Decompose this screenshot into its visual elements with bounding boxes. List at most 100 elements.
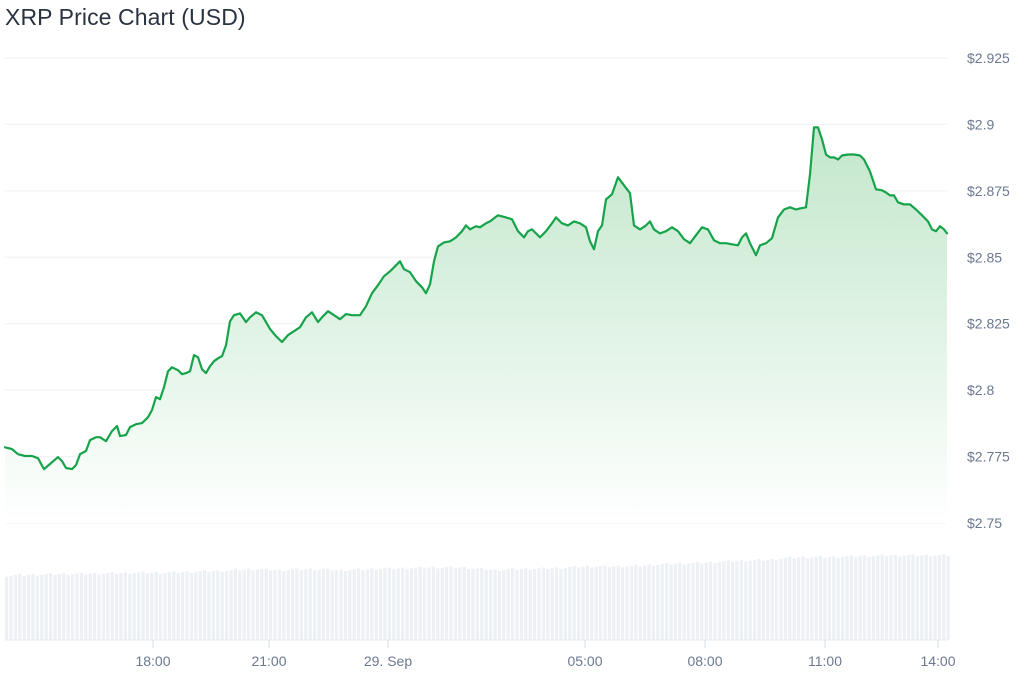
volume-bar bbox=[929, 556, 933, 640]
volume-bar bbox=[233, 568, 237, 640]
volume-bar bbox=[18, 574, 22, 640]
y-tick-label: $2.9 bbox=[967, 116, 994, 132]
price-line bbox=[3, 126, 949, 471]
volume-bar bbox=[357, 568, 361, 640]
volume-bar bbox=[405, 569, 409, 640]
volume-bar bbox=[467, 568, 471, 640]
volume-bar bbox=[365, 569, 369, 640]
volume-bars bbox=[5, 554, 950, 641]
volume-bar bbox=[541, 567, 545, 640]
volume-bar bbox=[528, 570, 532, 640]
volume-bar bbox=[717, 562, 721, 640]
volume-bar bbox=[453, 568, 457, 640]
volume-bar bbox=[647, 564, 651, 640]
volume-bar bbox=[335, 569, 339, 640]
volume-bar bbox=[247, 568, 251, 640]
volume-bar bbox=[761, 560, 765, 640]
volume-bar bbox=[176, 572, 180, 640]
volume-bar bbox=[9, 575, 13, 640]
y-tick-label: $2.925 bbox=[967, 50, 1010, 66]
x-tick-label: 14:00 bbox=[920, 653, 955, 669]
volume-bar bbox=[920, 555, 924, 640]
volume-bar bbox=[137, 572, 141, 640]
volume-bar bbox=[770, 558, 774, 640]
volume-bar bbox=[867, 557, 871, 640]
volume-bar bbox=[946, 556, 950, 640]
volume-bar bbox=[594, 566, 598, 640]
volume-bar bbox=[885, 556, 889, 640]
volume-bar bbox=[788, 556, 792, 640]
y-tick-label: $2.8 bbox=[967, 382, 994, 398]
price-area-fill bbox=[5, 127, 947, 524]
volume-bar bbox=[374, 570, 378, 640]
volume-bar bbox=[805, 558, 809, 640]
volume-bar bbox=[577, 567, 581, 640]
volume-bar bbox=[141, 571, 145, 640]
volume-bar bbox=[651, 566, 655, 640]
volume-bar bbox=[744, 561, 748, 640]
volume-bar bbox=[858, 556, 862, 640]
volume-bar bbox=[159, 573, 163, 640]
volume-bar bbox=[871, 556, 875, 640]
volume-bar bbox=[673, 563, 677, 640]
volume-bar bbox=[449, 566, 453, 640]
volume-bar bbox=[242, 569, 246, 640]
volume-bar bbox=[748, 560, 752, 640]
volume-bar bbox=[599, 566, 603, 640]
volume-bar bbox=[277, 569, 281, 640]
volume-bar bbox=[150, 572, 154, 640]
x-axis-labels: 18:00 21:00 29. Sep 05:00 08:00 11:00 14:00 bbox=[135, 640, 956, 669]
volume-bar bbox=[731, 561, 735, 640]
volume-bar bbox=[172, 571, 176, 640]
volume-bar bbox=[893, 554, 897, 640]
volume-bar bbox=[722, 561, 726, 640]
volume-bar bbox=[937, 554, 941, 640]
volume-bar bbox=[783, 557, 787, 640]
volume-bar bbox=[132, 573, 136, 640]
volume-bar bbox=[295, 568, 299, 640]
volume-bar bbox=[616, 565, 620, 640]
volume-bar bbox=[97, 574, 101, 640]
volume-bar bbox=[255, 569, 259, 640]
volume-bar bbox=[489, 569, 493, 640]
volume-bar bbox=[603, 565, 607, 640]
y-tick-label: $2.85 bbox=[967, 249, 1002, 265]
volume-bar bbox=[128, 573, 132, 640]
volume-bar bbox=[436, 568, 440, 640]
volume-bar bbox=[471, 568, 475, 640]
volume-bar bbox=[797, 557, 801, 640]
volume-bar bbox=[726, 560, 730, 640]
volume-bar bbox=[317, 569, 321, 640]
volume-bar bbox=[546, 569, 550, 640]
volume-bar bbox=[154, 572, 158, 640]
volume-bar bbox=[326, 568, 330, 640]
volume-bar bbox=[167, 572, 171, 640]
volume-bar bbox=[49, 573, 53, 640]
volume-bar bbox=[519, 569, 523, 640]
volume-bar bbox=[88, 573, 92, 640]
volume-bar bbox=[445, 566, 449, 640]
volume-bar bbox=[695, 561, 699, 640]
volume-bar bbox=[418, 566, 422, 640]
x-tick-label: 18:00 bbox=[135, 653, 170, 669]
volume-bar bbox=[511, 568, 515, 640]
x-tick-label: 08:00 bbox=[687, 653, 722, 669]
volume-bar bbox=[260, 569, 264, 640]
volume-bar bbox=[123, 572, 127, 640]
volume-bar bbox=[35, 575, 39, 640]
volume-bar bbox=[792, 558, 796, 640]
volume-bar bbox=[291, 569, 295, 640]
volume-bar bbox=[343, 571, 347, 640]
volume-bar bbox=[57, 574, 61, 640]
volume-bar bbox=[396, 568, 400, 640]
volume-bar bbox=[440, 567, 444, 640]
volume-bar bbox=[163, 573, 167, 640]
volume-bar bbox=[915, 556, 919, 640]
volume-bar bbox=[643, 565, 647, 640]
volume-bar bbox=[106, 573, 110, 640]
volume-bar bbox=[119, 573, 123, 640]
volume-bar bbox=[678, 562, 682, 640]
volume-bar bbox=[44, 574, 48, 640]
volume-bar bbox=[370, 568, 374, 640]
volume-bar bbox=[563, 567, 567, 640]
